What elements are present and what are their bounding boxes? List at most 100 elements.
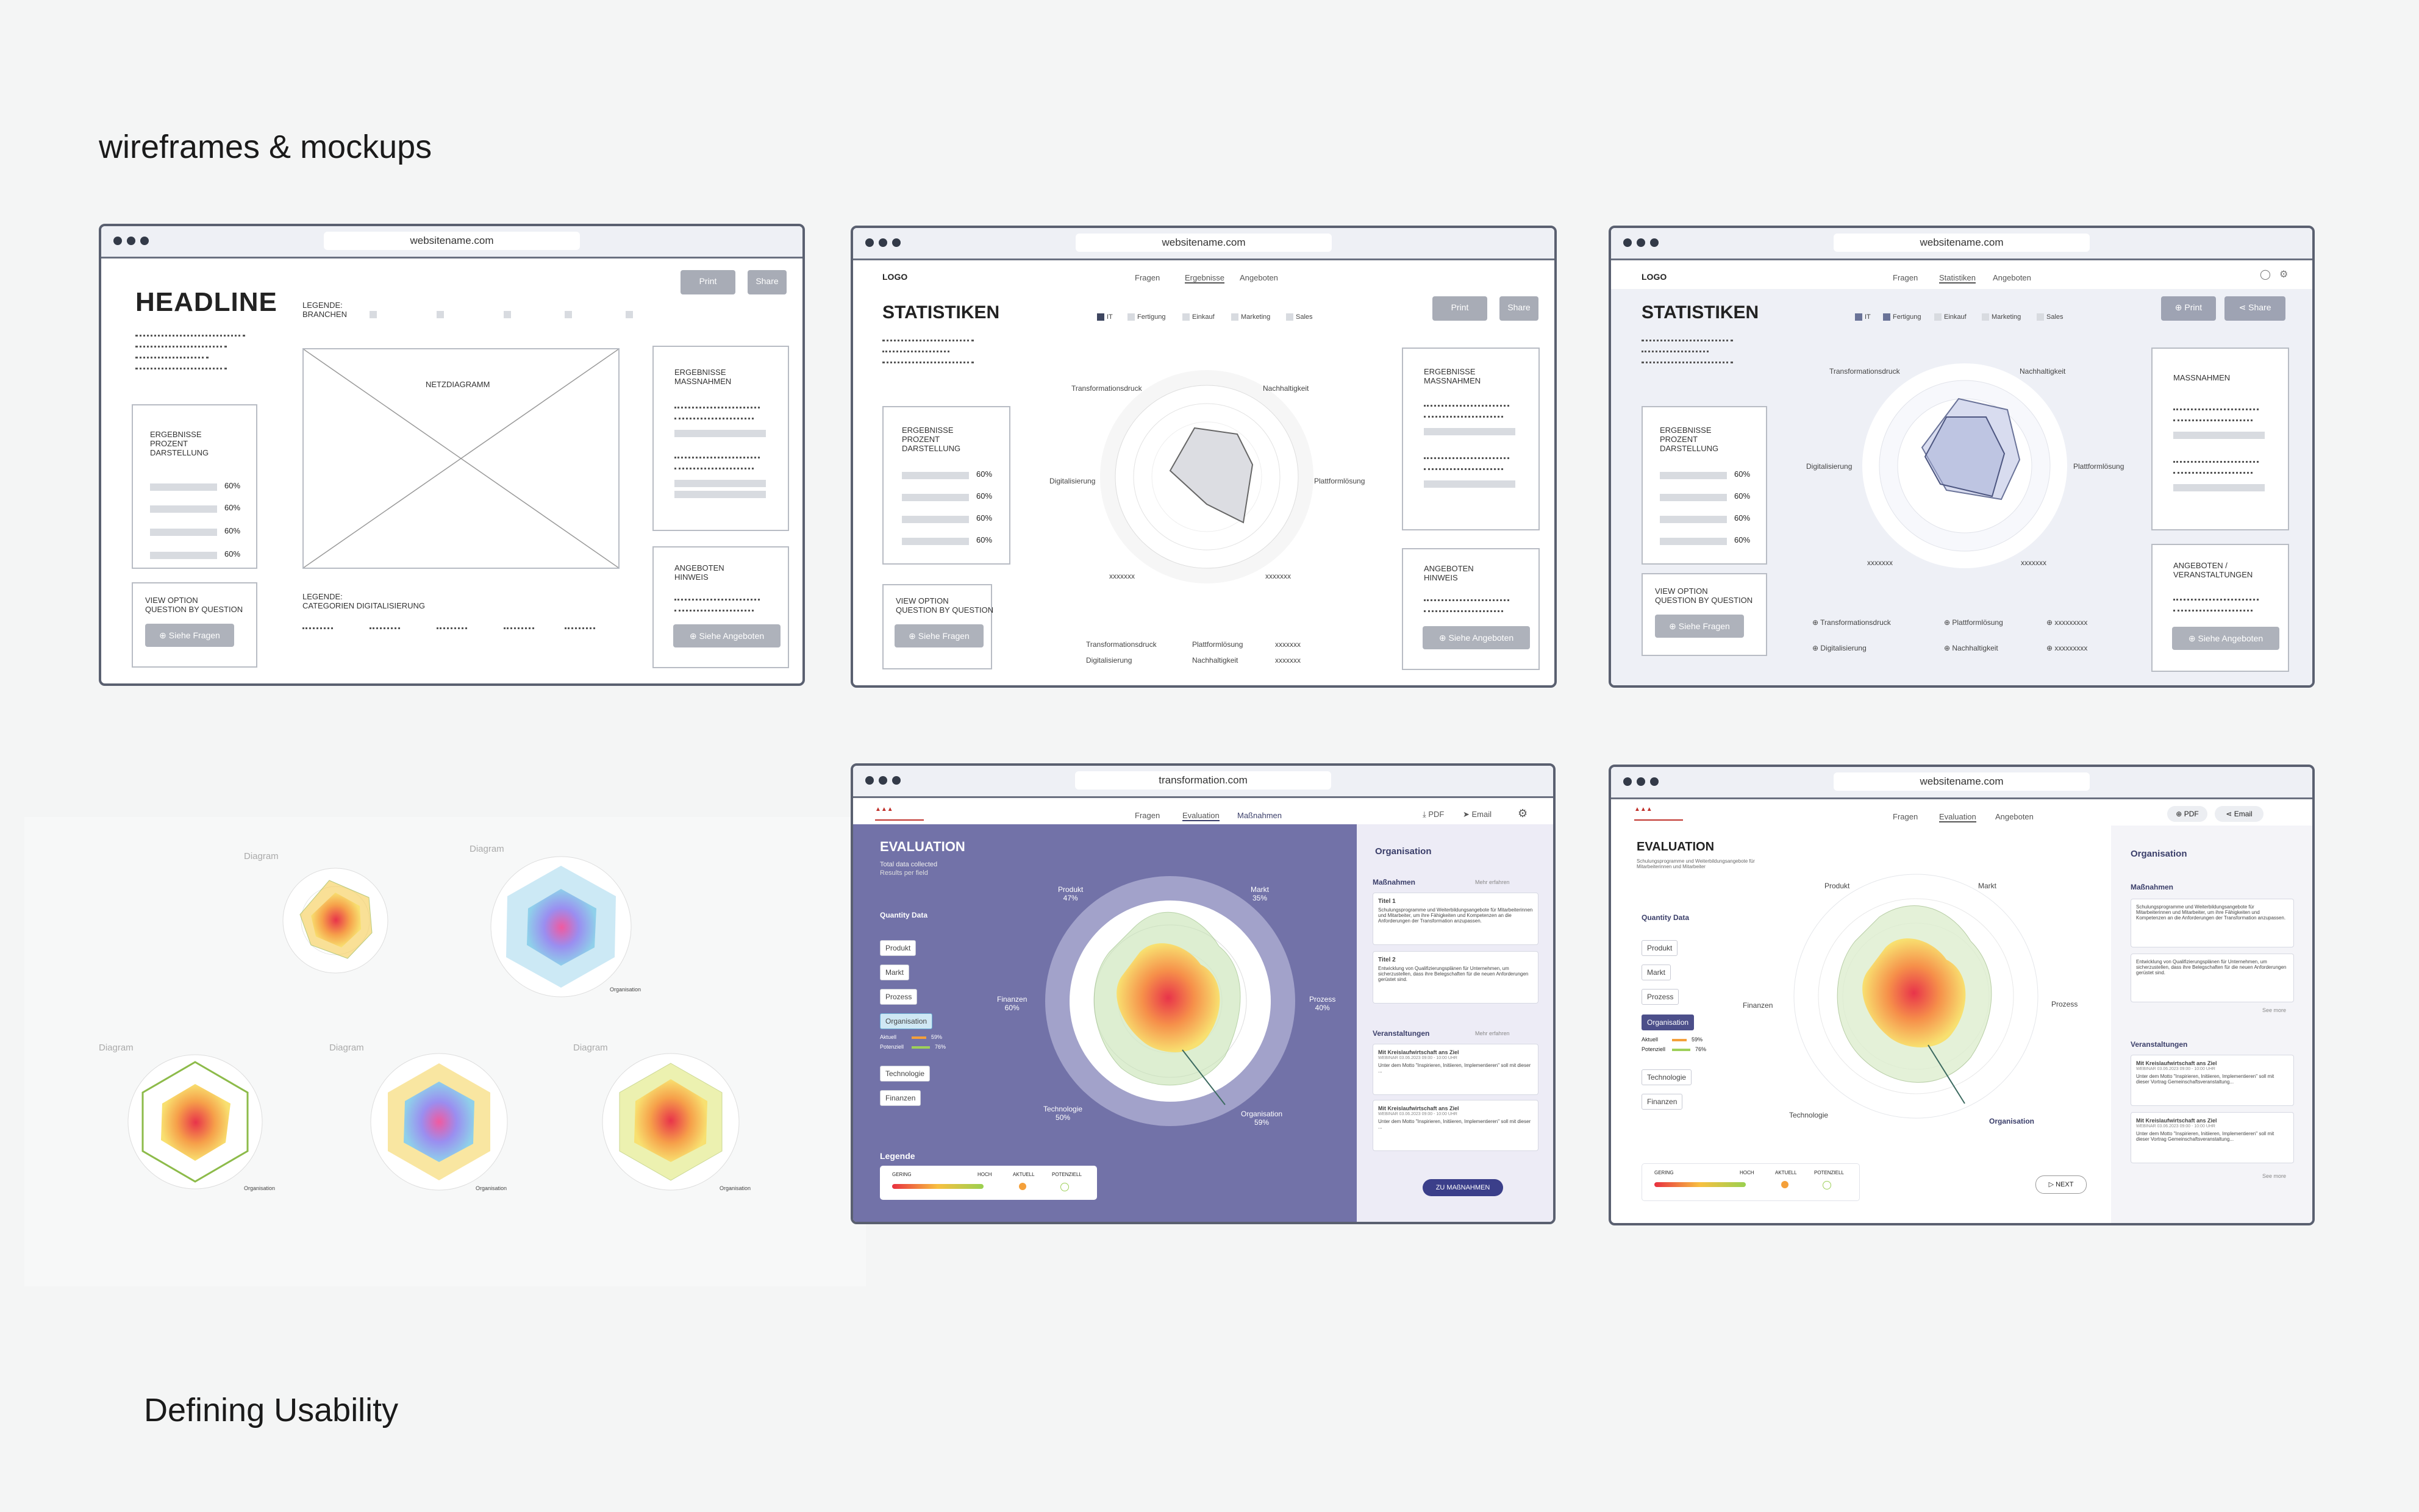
- item-finanzen[interactable]: Finanzen: [880, 1090, 921, 1106]
- share-button[interactable]: Share: [748, 270, 787, 294]
- massnahme-card-2[interactable]: Entwicklung von Qualifizierungsplänen fü…: [2131, 954, 2294, 1002]
- print-button[interactable]: ⊕ Print: [2161, 296, 2216, 321]
- massnahmen-box: MASSNAHMEN: [2151, 348, 2289, 530]
- side-panel: Organisation Maßnahmen Mehr erfahren Tit…: [1357, 824, 1553, 1222]
- diagram-label: Diagram: [99, 1043, 134, 1053]
- settings-icon[interactable]: ⚙: [1518, 807, 1528, 819]
- nav-angeboten[interactable]: Angeboten: [1240, 273, 1278, 282]
- results-percent-box: ERGEBNISSE PROZENT DARSTELLUNG 60% 60% 6…: [1642, 406, 1767, 565]
- share-button[interactable]: Share: [1499, 296, 1538, 321]
- massnahmen-box: ERGEBNISSE MASSNAHMEN: [652, 346, 789, 531]
- next-button[interactable]: ▷ NEXT: [2035, 1175, 2087, 1194]
- see-more-link[interactable]: See more: [2262, 1173, 2287, 1179]
- window-controls[interactable]: [865, 776, 906, 788]
- window-controls[interactable]: [1623, 777, 1663, 789]
- settings-icon[interactable]: ⚙: [2279, 269, 2289, 280]
- event-card-1[interactable]: Mit Kreislaufwirtschaft ans Ziel WEBINAR …: [2131, 1055, 2294, 1106]
- mehr-erfahren-link[interactable]: Mehr erfahren: [1475, 879, 1510, 885]
- item-technologie[interactable]: Technologie: [880, 1066, 931, 1082]
- nav-fragen[interactable]: Fragen: [1135, 811, 1160, 820]
- browser-titlebar: websitename.com: [1611, 228, 2312, 260]
- browser-titlebar: websitename.com: [101, 226, 802, 259]
- item-produkt[interactable]: Produkt: [880, 940, 917, 956]
- brand-logo: ▲▲▲: [1634, 806, 1683, 821]
- massnahme-card-1[interactable]: Titel 1 Schulungsprogramme und Weiterbild…: [1373, 893, 1538, 945]
- logo: LOGO: [1642, 272, 1667, 282]
- item-markt[interactable]: Markt: [1642, 965, 1671, 980]
- massnahme-card-2[interactable]: Titel 2 Entwicklung von Qualifizierungspl…: [1373, 951, 1538, 1004]
- chip-transformationsdruck[interactable]: ⊕ Transformationsdruck: [1812, 618, 1891, 627]
- pdf-button[interactable]: ⊕ PDF: [2167, 806, 2207, 822]
- evaluation-panel: EVALUATION Total data collected Results …: [853, 824, 1357, 1222]
- diagram-label: Diagram: [470, 844, 504, 854]
- email-button[interactable]: ➤ Email: [1463, 810, 1492, 819]
- mockup-window-evaluation-1: transformation.com ▲▲▲ Fragen Evaluation…: [851, 763, 1556, 1224]
- item-markt[interactable]: Markt: [880, 965, 909, 980]
- print-button[interactable]: Print: [681, 270, 735, 294]
- nav-ergebnisse[interactable]: Ergebnisse: [1185, 273, 1225, 284]
- item-technologie[interactable]: Technologie: [1642, 1069, 1692, 1085]
- browser-titlebar: websitename.com: [853, 228, 1554, 260]
- url-bar[interactable]: websitename.com: [1834, 772, 2090, 791]
- massnahme-card-1[interactable]: Schulungsprogramme und Weiterbildungsang…: [2131, 899, 2294, 947]
- url-bar[interactable]: transformation.com: [1075, 771, 1331, 790]
- browser-titlebar: websitename.com: [1611, 767, 2312, 799]
- share-button[interactable]: ⋖ Share: [2224, 296, 2285, 321]
- nav-massnahmen[interactable]: Maßnahmen: [1237, 811, 1282, 820]
- url-bar[interactable]: websitename.com: [1076, 234, 1332, 252]
- chip-xxx-1[interactable]: ⊕ xxxxxxxxx: [2046, 618, 2088, 627]
- legend-branchen: LEGENDE: BRANCHEN: [302, 301, 347, 319]
- see-more-link[interactable]: See more: [2262, 1007, 2287, 1013]
- nav-angeboten[interactable]: Angeboten: [1993, 273, 2031, 282]
- window-controls[interactable]: [1623, 238, 1663, 250]
- window-controls[interactable]: [865, 238, 906, 250]
- pdf-button[interactable]: ⤓ PDF: [1423, 810, 1445, 819]
- window-controls[interactable]: [113, 237, 154, 248]
- brand-logo: ▲▲▲: [875, 806, 924, 821]
- zu-massnahmen-button[interactable]: ZU MAßNAHMEN: [1423, 1179, 1503, 1196]
- event-card-2[interactable]: Mit Kreislaufwirtschaft ans Ziel WEBINAR …: [1373, 1100, 1538, 1151]
- angeboten-box: ANGEBOTEN HINWEIS ⊕ Siehe Angeboten: [652, 546, 789, 668]
- item-organisation[interactable]: Organisation: [880, 1013, 933, 1029]
- netzdiagramm-placeholder: NETZDIAGRAMM: [302, 348, 620, 569]
- url-bar[interactable]: websitename.com: [1834, 234, 2090, 252]
- nav-angeboten[interactable]: Angeboten: [1995, 812, 2034, 821]
- nav-evaluation[interactable]: Evaluation: [1939, 812, 1976, 822]
- nav-fragen[interactable]: Fragen: [1135, 273, 1160, 282]
- section-heading-top: wireframes & mockups: [99, 129, 432, 165]
- siehe-fragen-button[interactable]: ⊕ Siehe Fragen: [895, 624, 984, 647]
- mehr-erfahren-link[interactable]: Mehr erfahren: [1475, 1030, 1510, 1036]
- item-prozess[interactable]: Prozess: [880, 989, 918, 1005]
- chip-xxx-2[interactable]: ⊕ xxxxxxxxx: [2046, 644, 2088, 652]
- event-card-1[interactable]: Mit Kreislaufwirtschaft ans Ziel WEBINAR …: [1373, 1044, 1538, 1095]
- chip-nachhaltigkeit[interactable]: ⊕ Nachhaltigkeit: [1944, 644, 1998, 652]
- siehe-angeboten-button[interactable]: ⊕ Siehe Angeboten: [1423, 626, 1530, 649]
- nav-fragen[interactable]: Fragen: [1893, 273, 1918, 282]
- user-icon[interactable]: ◯: [2260, 269, 2271, 280]
- event-card-2[interactable]: Mit Kreislaufwirtschaft ans Ziel WEBINAR …: [2131, 1112, 2294, 1163]
- item-prozess[interactable]: Prozess: [1642, 989, 1679, 1005]
- view-option-box: VIEW OPTION QUESTION BY QUESTION ⊕ Siehe…: [1642, 573, 1767, 656]
- chip-digitalisierung[interactable]: ⊕ Digitalisierung: [1812, 644, 1867, 652]
- url-bar[interactable]: websitename.com: [324, 232, 580, 250]
- siehe-fragen-button[interactable]: ⊕ Siehe Fragen: [1655, 615, 1744, 638]
- nav-statistiken[interactable]: Statistiken: [1939, 273, 1976, 284]
- radar-chart: [1862, 363, 2067, 568]
- item-organisation[interactable]: Organisation: [1642, 1015, 1695, 1030]
- print-button[interactable]: Print: [1432, 296, 1487, 321]
- siehe-angeboten-button[interactable]: ⊕ Siehe Angeboten: [673, 624, 781, 647]
- siehe-angeboten-button[interactable]: ⊕ Siehe Angeboten: [2172, 627, 2279, 650]
- nav-evaluation[interactable]: Evaluation: [1182, 811, 1220, 821]
- diagram-label: Diagram: [329, 1043, 364, 1053]
- legend-box: GERING HOCH AKTUELL POTENZIELL: [880, 1166, 1097, 1200]
- nav-fragen[interactable]: Fragen: [1893, 812, 1918, 821]
- page-title: EVALUATION: [1637, 840, 1715, 854]
- wireframe-window-3: websitename.com LOGO Fragen Statistiken …: [1609, 226, 2315, 688]
- siehe-fragen-button[interactable]: ⊕ Siehe Fragen: [145, 624, 234, 647]
- chip-plattformloesung[interactable]: ⊕ Plattformlösung: [1944, 618, 2003, 627]
- side-panel: Organisation Maßnahmen Schulungsprogramm…: [2111, 826, 2312, 1223]
- item-finanzen[interactable]: Finanzen: [1642, 1094, 1683, 1110]
- email-button[interactable]: ⋖ Email: [2215, 806, 2264, 822]
- item-produkt[interactable]: Produkt: [1642, 940, 1678, 956]
- legend-categories: LEGENDE: CATEGORIEN DIGITALISIERUNG: [302, 592, 426, 610]
